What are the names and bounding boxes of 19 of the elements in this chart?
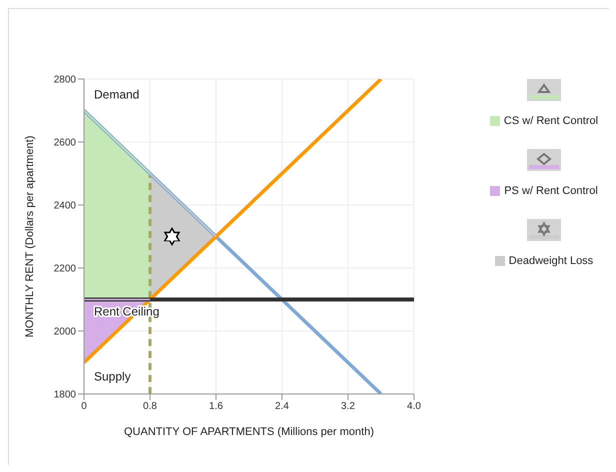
legend-label: Deadweight Loss xyxy=(508,255,594,267)
x-axis-title: QUANTITY OF APARTMENTS (Millions per month) xyxy=(124,426,374,438)
legend-label: CS w/ Rent Control xyxy=(502,115,600,127)
x-tick-label: 0 xyxy=(81,401,88,412)
y-tick-label: 2400 xyxy=(54,200,76,212)
x-tick-label: 1.6 xyxy=(209,401,224,412)
x-tick-label: 2.4 xyxy=(275,401,290,412)
y-tick-label: 2200 xyxy=(54,264,76,275)
y-tick-label: 1800 xyxy=(54,390,76,401)
series-label: Supply xyxy=(94,370,131,384)
y-tick-label: 2000 xyxy=(54,326,76,338)
series-label: Demand xyxy=(94,88,140,102)
x-tick-label: 0.8 xyxy=(143,401,158,412)
x-tick-label: 3.2 xyxy=(341,401,356,412)
x-tick-label: 4.0 xyxy=(407,401,422,412)
y-tick-label: 2800 xyxy=(54,74,76,86)
legend-label: PS w/ Rent Control xyxy=(503,185,599,197)
y-tick-label: 2600 xyxy=(54,138,76,149)
y-axis-title: MONTHLY RENT (Dollars per apartment) xyxy=(24,136,36,338)
